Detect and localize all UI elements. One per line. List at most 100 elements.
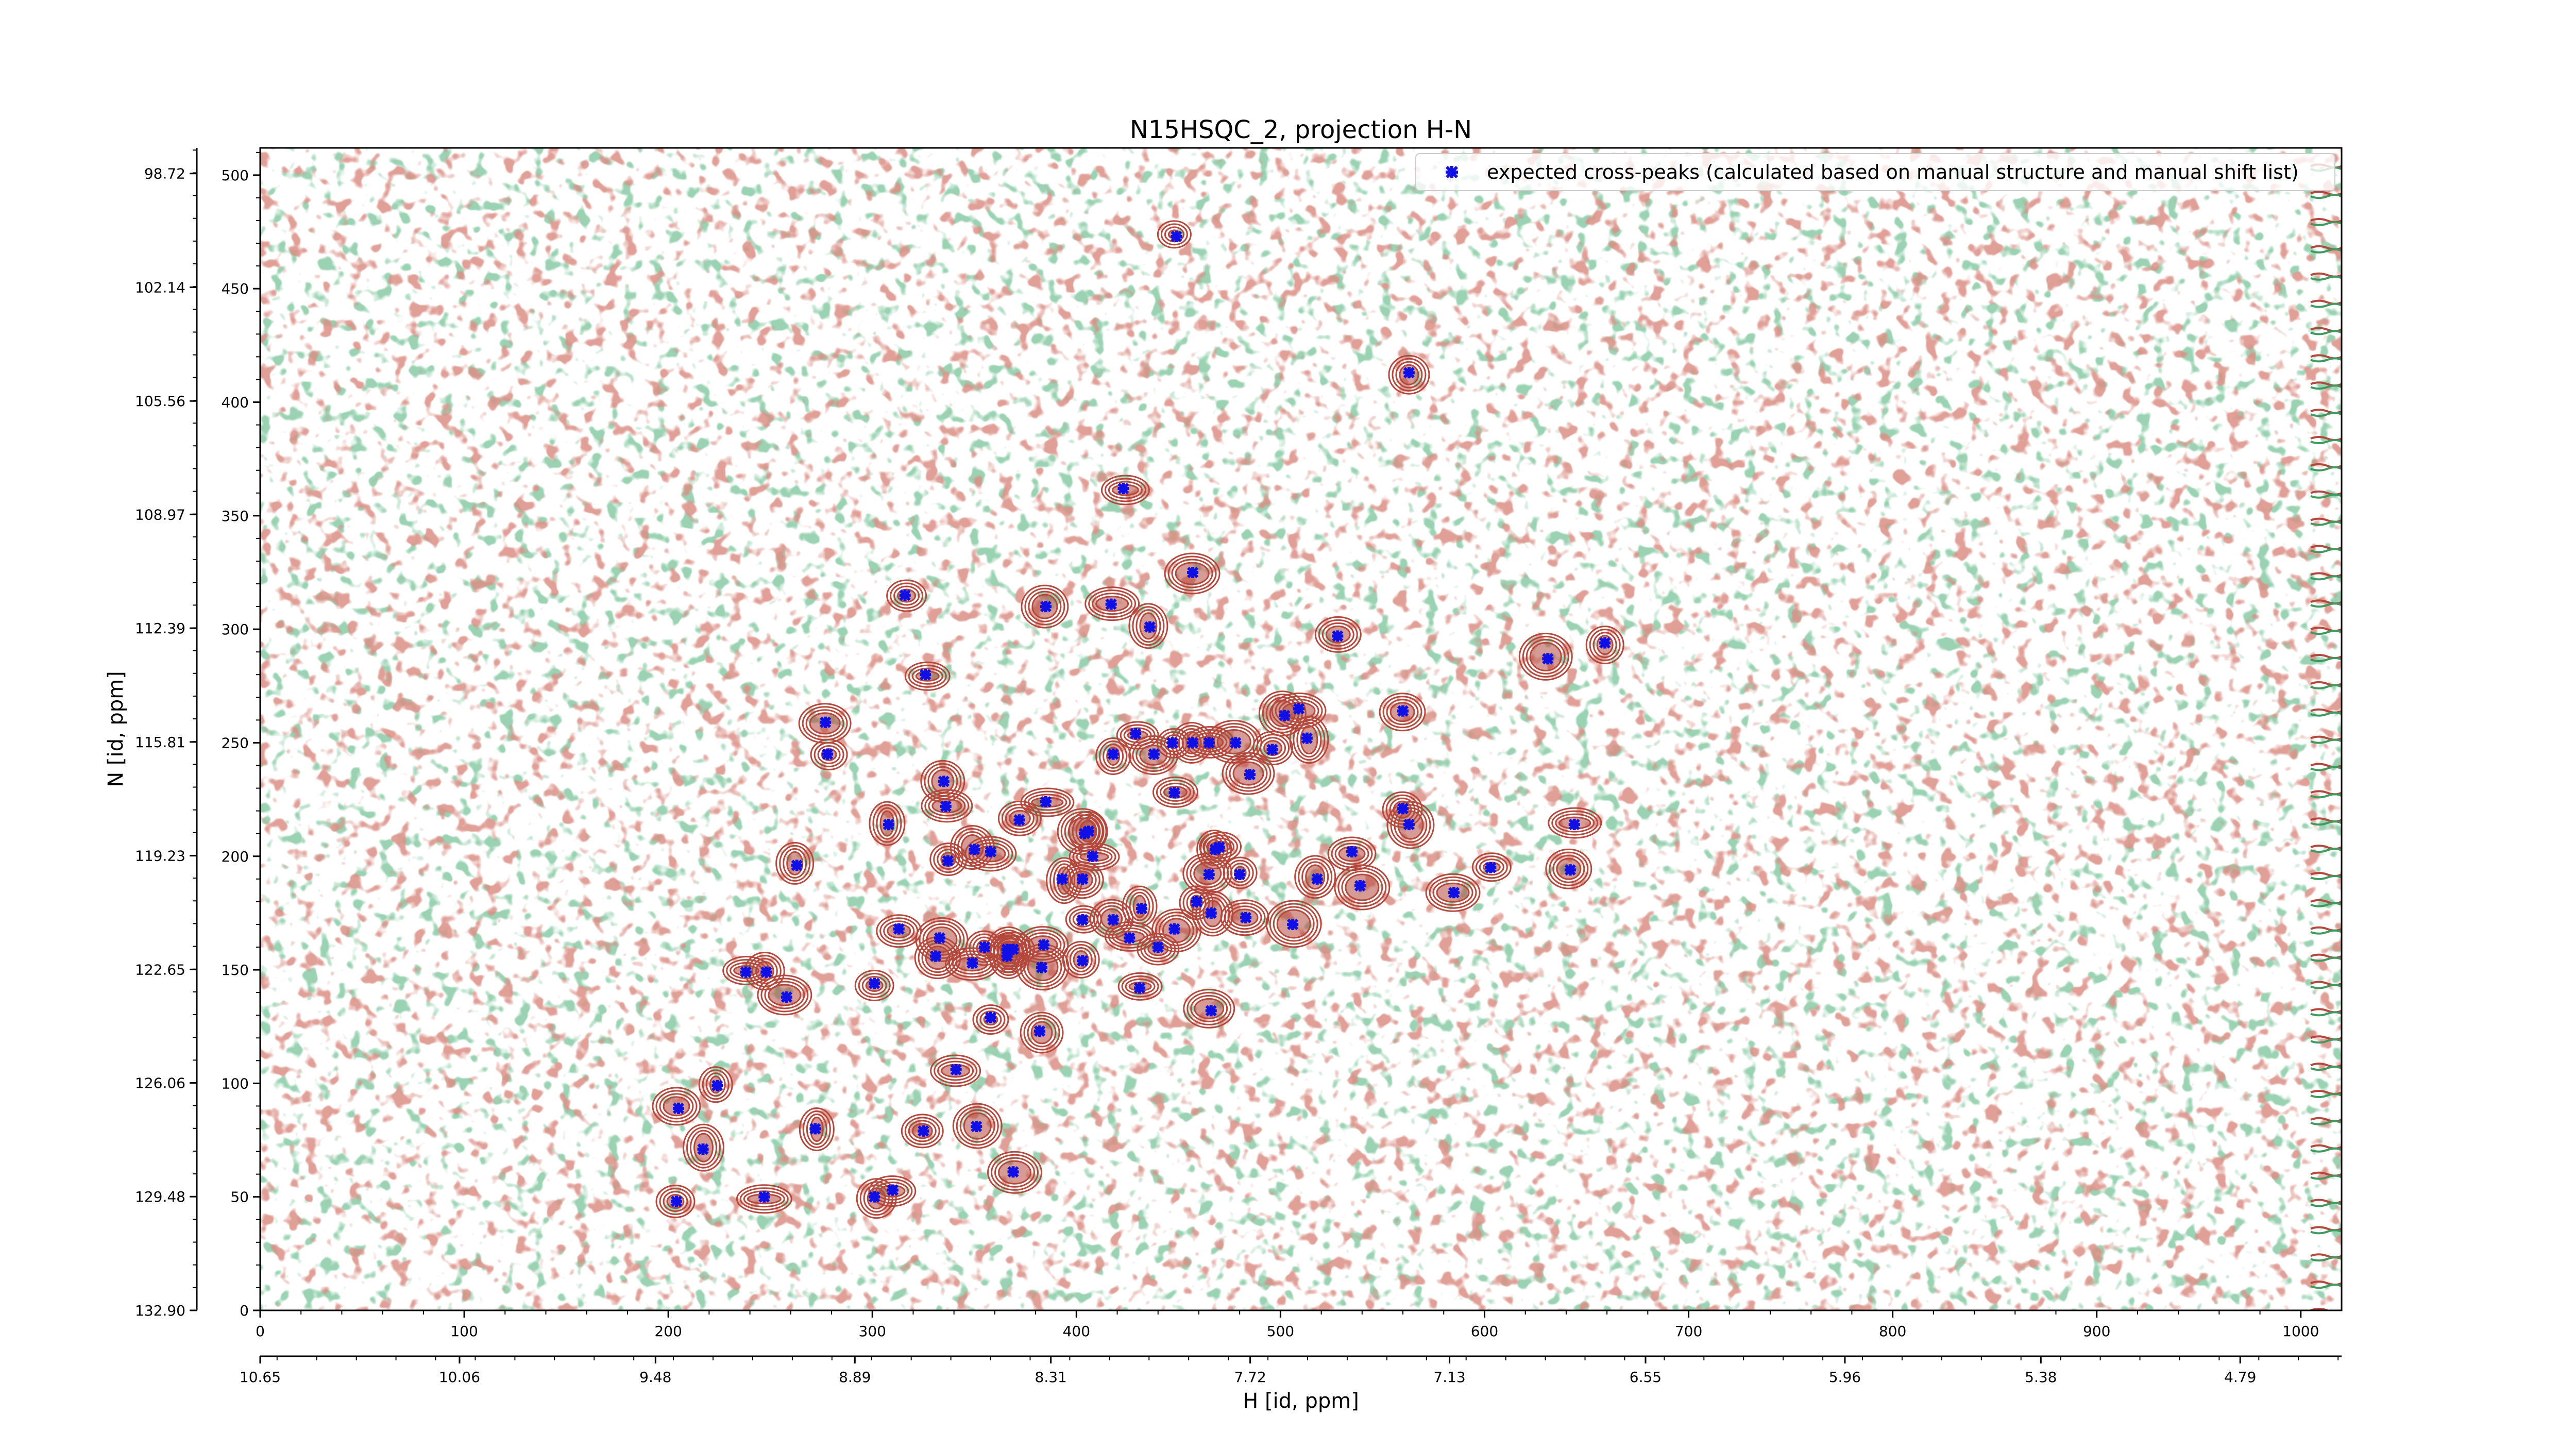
x-index-tick-label: 200 — [654, 1323, 682, 1340]
legend-box — [1415, 153, 2335, 191]
peak-contour — [663, 1191, 688, 1212]
y-index-tick-label: 100 — [222, 1075, 249, 1092]
ridge-contour-negative — [2310, 657, 2342, 662]
peak-contour — [1222, 752, 1275, 795]
x-index-tick-label: 400 — [1063, 1323, 1090, 1340]
cross-peak-marker — [1599, 637, 1611, 649]
peak-contour — [1132, 606, 1165, 646]
peak-contour — [1190, 858, 1226, 888]
ridge-contour-negative — [2310, 630, 2342, 635]
cross-peak-marker — [969, 844, 980, 855]
peak-contour — [1001, 803, 1038, 833]
peak-contour — [1095, 737, 1131, 775]
peak-contour — [1021, 584, 1069, 629]
peak-contour — [783, 848, 807, 879]
y-index-tick-label: 500 — [222, 167, 249, 184]
y-ppm-tick-label: 119.23 — [135, 848, 185, 865]
peak-contour — [1526, 638, 1566, 675]
peak-contour — [1395, 361, 1423, 389]
peak-contour — [861, 976, 887, 995]
peak-contour — [997, 800, 1042, 836]
peak-contour — [698, 1066, 733, 1103]
peak-contour — [1589, 629, 1621, 662]
peak-contour — [1256, 734, 1290, 763]
peak-contour — [1108, 481, 1143, 499]
y-index-tick-label: 300 — [222, 621, 249, 638]
peak-contour — [1075, 817, 1100, 846]
cross-peak-marker — [820, 716, 832, 728]
peak-contour — [1069, 947, 1093, 972]
peak-contour — [1103, 743, 1124, 769]
plot-frame — [259, 147, 2343, 1311]
y-ppm-tick-label: 122.65 — [135, 961, 185, 978]
cross-peak-marker — [1168, 923, 1180, 935]
ridge-contour-negative — [2310, 302, 2342, 308]
cross-peak-marker — [1187, 566, 1199, 579]
cross-peak-marker — [1077, 955, 1089, 967]
cross-peak-marker — [1266, 744, 1278, 755]
cross-peak-marker — [1564, 864, 1576, 876]
peak-contour — [1122, 885, 1158, 928]
y-ppm-tick-label: 129.48 — [135, 1188, 185, 1205]
peak-contour — [1225, 755, 1272, 792]
ridge-contour-negative — [2310, 902, 2342, 907]
peak-contour — [764, 981, 805, 1009]
x-axis-label: H [id, ppm] — [1243, 1389, 1359, 1413]
cross-peak-marker — [938, 776, 950, 787]
y-index-tick-label: 450 — [222, 280, 249, 297]
peak-contour — [1301, 861, 1329, 893]
ridge-contour-negative — [2310, 1202, 2342, 1207]
x-index-axis: 0 100 200 300 400 500 600 700 800 900 1000 — [256, 1310, 2319, 1340]
cross-peak-marker — [1105, 598, 1117, 610]
peak-contour — [972, 842, 1010, 866]
peak-contour — [1028, 591, 1062, 622]
peak-contour — [1092, 593, 1133, 615]
peak-contour — [1152, 776, 1198, 808]
peak-contour — [1027, 794, 1067, 811]
peak-contour — [904, 661, 951, 691]
peak-contour — [987, 1151, 1043, 1194]
ridge-contour-negative — [2310, 1120, 2342, 1125]
cross-peak-marker — [1403, 367, 1415, 379]
peak-contour — [1199, 831, 1242, 862]
peak-contour — [959, 1109, 995, 1143]
ridge-contour-negative — [2310, 194, 2342, 199]
ridge-contour-negative — [2310, 221, 2342, 226]
y-index-tick-label: 350 — [222, 508, 249, 525]
cross-peak-marker — [1293, 703, 1305, 715]
peak-contour — [1088, 589, 1137, 618]
cross-peak-marker — [1191, 896, 1203, 908]
peak-contour — [1429, 876, 1477, 909]
ridge-contour-negative — [2310, 1011, 2342, 1017]
ridge-contour-positive — [2310, 1308, 2342, 1310]
cross-peak-marker — [809, 1123, 821, 1135]
peak-contour — [1227, 905, 1262, 930]
y-index-tick-label: 200 — [222, 848, 249, 865]
cross-peak-marker — [1397, 705, 1409, 717]
peak-contour — [1548, 807, 1602, 839]
y-ppm-tick-label: 108.97 — [135, 506, 185, 523]
cross-peak-marker — [1332, 630, 1344, 642]
peak-contour — [1341, 870, 1383, 904]
cross-peak-marker — [942, 855, 954, 867]
ridge-contour-negative — [2310, 1174, 2342, 1180]
peak-contour — [930, 1054, 981, 1087]
peak-contour — [1093, 902, 1130, 936]
peak-contour — [883, 920, 915, 942]
peak-contour — [1382, 696, 1422, 729]
cross-peak-marker — [697, 1143, 709, 1155]
peak-contour — [1289, 716, 1329, 764]
peak-contour — [1278, 698, 1319, 723]
peak-contour — [1392, 358, 1427, 392]
peak-contour — [1271, 692, 1327, 729]
peak-contour — [1390, 804, 1431, 846]
peak-contour — [1164, 226, 1184, 243]
peak-contour — [1069, 843, 1120, 871]
legend-marker — [1445, 165, 1459, 179]
cross-peak-marker — [1171, 230, 1182, 242]
cross-peak-marker — [670, 1195, 683, 1207]
peak-contour — [1117, 972, 1163, 1001]
peak-contour — [976, 1007, 1006, 1032]
peak-contour — [908, 664, 947, 688]
cross-peak-marker — [1485, 862, 1497, 873]
